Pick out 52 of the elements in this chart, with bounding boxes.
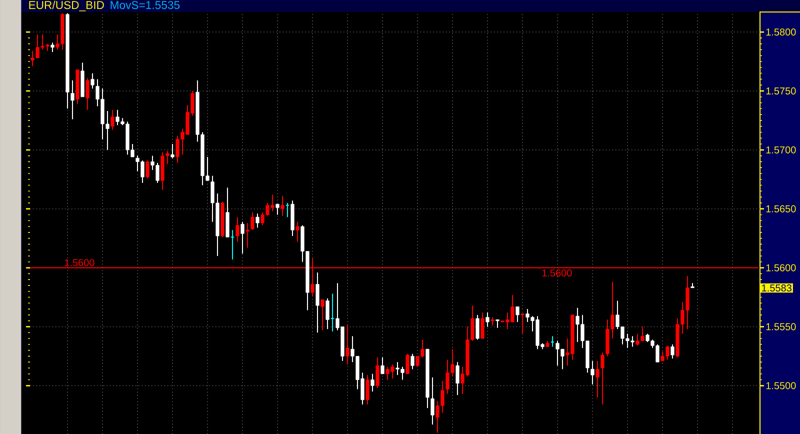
- candlestick: [476, 314, 480, 340]
- candlestick: [486, 312, 490, 328]
- candlestick: [376, 356, 380, 389]
- candlestick: [370, 373, 374, 392]
- candlestick: [520, 313, 524, 334]
- candlestick: [410, 353, 414, 370]
- candlestick: [600, 352, 604, 406]
- y-tick-label: 1.5800: [766, 28, 796, 36]
- candlestick: [406, 353, 410, 374]
- candlestick: [670, 344, 674, 360]
- candlestick: [320, 299, 324, 331]
- candlestick: [236, 216, 240, 242]
- candlestick: [456, 362, 460, 396]
- candlestick: [110, 109, 114, 130]
- candlestick: [430, 376, 434, 426]
- candlestick: [296, 221, 300, 242]
- candlestick: [280, 195, 284, 216]
- candlestick: [550, 336, 555, 348]
- candlestick: [230, 230, 235, 260]
- candlestick: [50, 42, 54, 53]
- candlestick: [380, 356, 384, 374]
- candlestick: [276, 204, 280, 216]
- candlestick: [326, 298, 330, 330]
- candlestick: [246, 222, 250, 248]
- candlestick: [316, 272, 320, 334]
- chart-title: EUR/USD_BID: [29, 0, 104, 12]
- candlestick: [240, 221, 244, 254]
- candlestick: [590, 360, 594, 385]
- candlestick: [256, 213, 260, 228]
- candlestick: [330, 293, 335, 332]
- text: 1.5583: [762, 284, 792, 292]
- candlestick: [480, 312, 484, 340]
- y-tick-label: 1.5600: [766, 264, 796, 272]
- y-tick-label: 1.5750: [766, 87, 796, 95]
- candlestick: [146, 160, 150, 179]
- candlestick: [250, 212, 254, 231]
- annotation: 1.5600: [542, 269, 572, 276]
- y-tick-label: 1.5550: [766, 323, 796, 330]
- ref-line-label: 1.5600: [64, 259, 94, 266]
- y-tick-label: 1.5500: [766, 382, 796, 390]
- candlestick: [86, 78, 90, 110]
- chart-subtitle: MovS=1.5535: [110, 1, 180, 10]
- candlestick: [90, 72, 94, 90]
- candlestick: [285, 202, 290, 218]
- candlestick: [516, 306, 520, 323]
- y-tick-label: 1.5650: [766, 205, 796, 212]
- candlestick: [70, 80, 74, 120]
- candlestick: [346, 324, 350, 365]
- y-tick-label: 1.5700: [766, 146, 796, 154]
- candlestick: [170, 144, 174, 159]
- candlestick: [596, 360, 600, 398]
- candlestick: [366, 374, 370, 406]
